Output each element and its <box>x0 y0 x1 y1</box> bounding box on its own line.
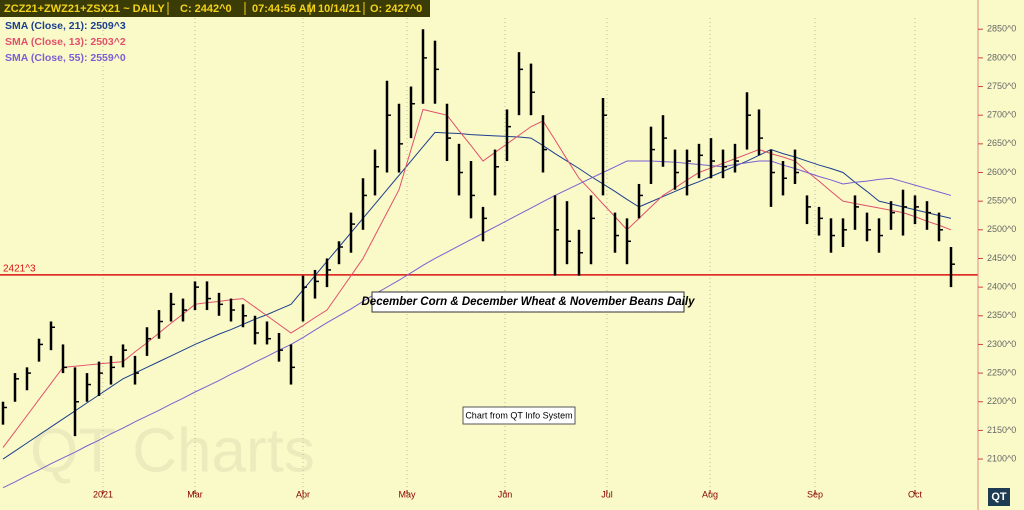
y-tick-label: 2650^0 <box>987 138 1016 148</box>
y-tick-label: 2700^0 <box>987 110 1016 120</box>
level-label: 2421^3 <box>3 264 36 275</box>
y-tick-label: 2350^0 <box>987 310 1016 320</box>
header-close: C: 2442^0 <box>180 3 232 15</box>
logo-box <box>988 488 1010 506</box>
note: Chart from QT Info System <box>465 410 572 420</box>
legend-entry: SMA (Close, 13): 2503^2 <box>5 36 126 48</box>
x-tick-label: Jun <box>498 489 513 499</box>
watermark: QT Charts <box>30 416 315 485</box>
legend-entry: SMA (Close, 21): 2509^3 <box>5 20 126 32</box>
chart-title: December Corn & December Wheat & Novembe… <box>362 296 696 308</box>
header-bar <box>0 0 430 17</box>
header-open: O: 2427^0 <box>370 3 422 15</box>
x-tick-label: Mar <box>187 489 203 499</box>
note-box <box>462 406 576 425</box>
logo: QT <box>991 491 1007 503</box>
header-time: 07:44:56 AM <box>252 3 316 15</box>
x-tick-label: Aug <box>702 489 718 499</box>
x-tick-label: May <box>399 489 417 499</box>
y-tick-label: 2250^0 <box>987 367 1016 377</box>
y-tick-label: 2850^0 <box>987 24 1016 34</box>
y-tick-label: 2750^0 <box>987 81 1016 91</box>
x-tick-label: Apr <box>296 489 310 499</box>
y-tick-label: 2400^0 <box>987 281 1016 291</box>
y-tick-label: 2800^0 <box>987 52 1016 62</box>
y-tick-label: 2200^0 <box>987 396 1016 406</box>
x-tick-label: 2021 <box>93 489 113 499</box>
x-tick-label: Jul <box>601 489 613 499</box>
y-tick-label: 2550^0 <box>987 196 1016 206</box>
header-symbol: ZCZ21+ZWZ21+ZSX21 ~ DAILY <box>4 3 165 15</box>
y-tick-label: 2100^0 <box>987 453 1016 463</box>
y-tick-label: 2150^0 <box>987 425 1016 435</box>
sma-line <box>2 160 952 489</box>
legend-entry: SMA (Close, 55): 2559^0 <box>5 52 126 64</box>
sma-line <box>2 108 952 448</box>
y-tick-label: 2600^0 <box>987 167 1016 177</box>
title-box <box>371 291 685 313</box>
x-tick-label: Oct <box>908 489 923 499</box>
y-tick-label: 2500^0 <box>987 224 1016 234</box>
plot-area: 2021 Mar Apr May Jun Jul Aug Sep Oct 2421^3 <box>0 18 978 499</box>
header-date: 10/14/21 <box>318 3 361 15</box>
y-tick-label: 2450^0 <box>987 253 1016 263</box>
sma-line <box>2 131 952 460</box>
y-tick-label: 2300^0 <box>987 339 1016 349</box>
x-tick-label: Sep <box>807 489 823 499</box>
